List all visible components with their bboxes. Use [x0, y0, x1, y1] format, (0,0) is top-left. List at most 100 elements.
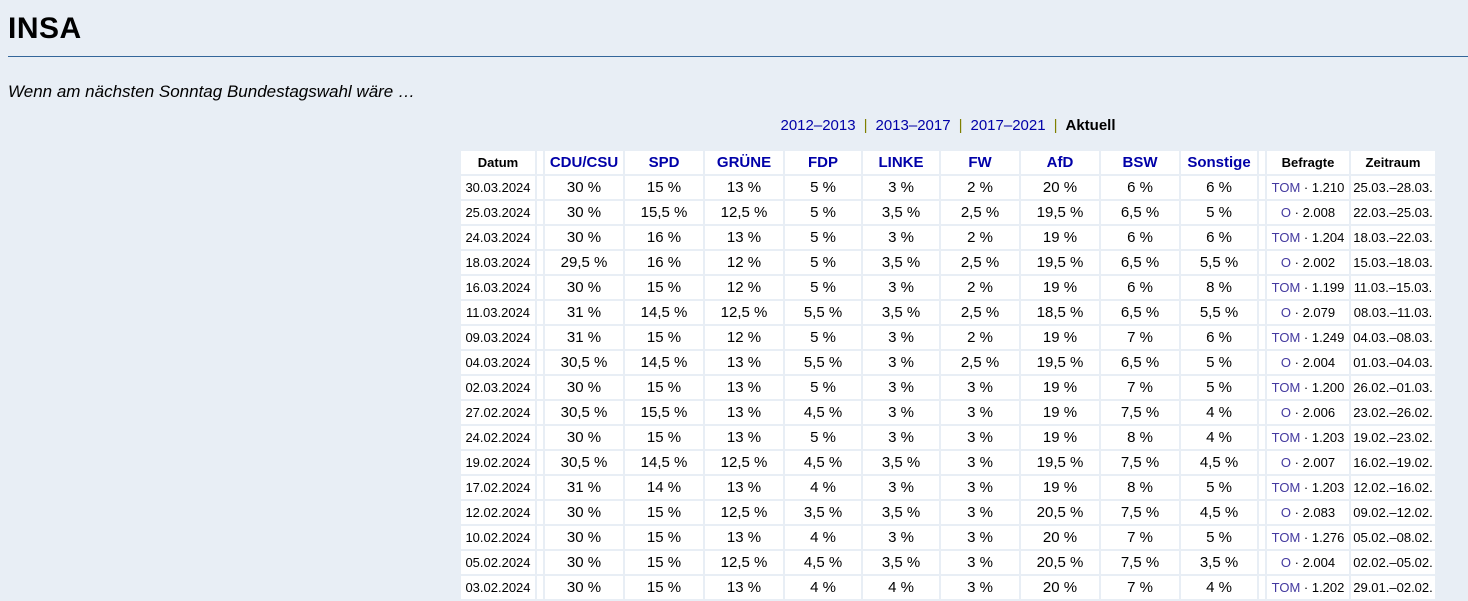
- poll-value: 30 %: [545, 426, 623, 449]
- source-link[interactable]: TOM: [1271, 180, 1301, 195]
- poll-value: 14 %: [625, 476, 703, 499]
- poll-date: 30.03.2024: [461, 176, 535, 199]
- spacer-cell: [1259, 401, 1265, 424]
- spacer-cell: [1259, 251, 1265, 274]
- source-link[interactable]: TOM: [1271, 330, 1301, 345]
- source-link[interactable]: O: [1280, 455, 1292, 470]
- poll-value: 16 %: [625, 251, 703, 274]
- source-link[interactable]: TOM: [1271, 280, 1301, 295]
- party-link[interactable]: LINKE: [878, 154, 924, 171]
- poll-value: 31 %: [545, 326, 623, 349]
- party-link[interactable]: AfD: [1046, 154, 1074, 171]
- befragte-cell: O · 2.008: [1267, 201, 1349, 224]
- source-link[interactable]: TOM: [1271, 580, 1301, 595]
- poll-value: 30 %: [545, 376, 623, 399]
- party-link[interactable]: CDU/CSU: [549, 154, 619, 171]
- poll-date: 03.02.2024: [461, 576, 535, 599]
- poll-date: 11.03.2024: [461, 301, 535, 324]
- zeitraum-cell: 16.02.–19.02.: [1351, 451, 1435, 474]
- source-link[interactable]: O: [1280, 205, 1292, 220]
- party-link[interactable]: FW: [968, 154, 992, 171]
- poll-value: 5,5 %: [785, 351, 861, 374]
- source-link[interactable]: TOM: [1271, 480, 1301, 495]
- poll-value: 4 %: [1181, 576, 1257, 599]
- nav-item[interactable]: 2013–2017: [875, 117, 951, 134]
- source-link[interactable]: TOM: [1271, 230, 1301, 245]
- source-link[interactable]: TOM: [1271, 530, 1301, 545]
- poll-value: 30 %: [545, 526, 623, 549]
- poll-value: 29,5 %: [545, 251, 623, 274]
- party-link[interactable]: BSW: [1122, 154, 1158, 171]
- poll-value: 13 %: [705, 576, 783, 599]
- party-link[interactable]: GRÜNE: [716, 154, 772, 171]
- spacer-cell: [1259, 426, 1265, 449]
- poll-date: 09.03.2024: [461, 326, 535, 349]
- spacer-cell: [537, 451, 543, 474]
- source-link[interactable]: O: [1280, 355, 1292, 370]
- poll-date: 27.02.2024: [461, 401, 535, 424]
- poll-value: 13 %: [705, 176, 783, 199]
- befragte-cell: TOM · 1.203: [1267, 426, 1349, 449]
- befragte-cell: TOM · 1.200: [1267, 376, 1349, 399]
- poll-value: 2 %: [941, 176, 1019, 199]
- party-link[interactable]: SPD: [648, 154, 680, 171]
- poll-value: 30 %: [545, 276, 623, 299]
- poll-value: 7,5 %: [1101, 401, 1179, 424]
- source-link[interactable]: TOM: [1271, 380, 1301, 395]
- poll-value: 3 %: [863, 276, 939, 299]
- spacer-cell: [537, 276, 543, 299]
- poll-value: 2,5 %: [941, 301, 1019, 324]
- poll-date: 05.02.2024: [461, 551, 535, 574]
- table-row: 09.03.2024 31 % 15 % 12 % 5 % 3 % 2 % 19 % 7 % 6 …: [461, 326, 1435, 349]
- poll-date: 24.03.2024: [461, 226, 535, 249]
- poll-date: 02.03.2024: [461, 376, 535, 399]
- spacer-cell: [537, 526, 543, 549]
- poll-value: 2,5 %: [941, 351, 1019, 374]
- source-link[interactable]: TOM: [1271, 430, 1301, 445]
- column-header-party: CDU/CSU: [545, 151, 623, 174]
- table-row: 10.02.2024 30 % 15 % 13 % 4 % 3 % 3 % 20 % 7 % 5 …: [461, 526, 1435, 549]
- table-row: 25.03.2024 30 % 15,5 % 12,5 % 5 % 3,5 % 2,5 % 1…: [461, 201, 1435, 224]
- poll-value: 6,5 %: [1101, 201, 1179, 224]
- source-link[interactable]: O: [1280, 405, 1292, 420]
- befragte-cell: O · 2.079: [1267, 301, 1349, 324]
- source-link[interactable]: O: [1280, 255, 1292, 270]
- befragte-count: · 1.204: [1300, 230, 1345, 245]
- column-header-party: LINKE: [863, 151, 939, 174]
- poll-value: 31 %: [545, 301, 623, 324]
- party-link[interactable]: FDP: [808, 154, 838, 171]
- befragte-count: · 2.083: [1291, 505, 1336, 520]
- column-header-party: AfD: [1021, 151, 1099, 174]
- spacer-cell: [537, 326, 543, 349]
- spacer-cell: [1259, 476, 1265, 499]
- table-row: 30.03.2024 30 % 15 % 13 % 5 % 3 % 2 % 20 % 6 % 6 …: [461, 176, 1435, 199]
- party-link[interactable]: Sonstige: [1187, 154, 1251, 171]
- zeitraum-cell: 12.02.–16.02.: [1351, 476, 1435, 499]
- poll-value: 7 %: [1101, 576, 1179, 599]
- poll-value: 5 %: [785, 276, 861, 299]
- poll-value: 20 %: [1021, 176, 1099, 199]
- source-link[interactable]: O: [1280, 555, 1292, 570]
- nav-item[interactable]: 2017–2021: [970, 117, 1046, 134]
- poll-value: 3,5 %: [785, 501, 861, 524]
- poll-value: 15 %: [625, 501, 703, 524]
- poll-value: 19,5 %: [1021, 251, 1099, 274]
- befragte-cell: TOM · 1.204: [1267, 226, 1349, 249]
- befragte-count: · 2.004: [1291, 555, 1336, 570]
- zeitraum-cell: 25.03.–28.03.: [1351, 176, 1435, 199]
- source-link[interactable]: O: [1280, 305, 1292, 320]
- poll-value: 3 %: [863, 326, 939, 349]
- poll-value: 19,5 %: [1021, 201, 1099, 224]
- nav-item[interactable]: 2012–2013: [780, 117, 856, 134]
- spacer-cell: [537, 576, 543, 599]
- befragte-cell: TOM · 1.249: [1267, 326, 1349, 349]
- zeitraum-cell: 26.02.–01.03.: [1351, 376, 1435, 399]
- spacer-cell: [1259, 151, 1265, 174]
- poll-value: 3 %: [941, 476, 1019, 499]
- befragte-count: · 1.203: [1300, 430, 1345, 445]
- befragte-count: · 1.249: [1300, 330, 1345, 345]
- column-header-party: GRÜNE: [705, 151, 783, 174]
- befragte-count: · 1.200: [1300, 380, 1345, 395]
- poll-value: 12 %: [705, 251, 783, 274]
- source-link[interactable]: O: [1280, 505, 1292, 520]
